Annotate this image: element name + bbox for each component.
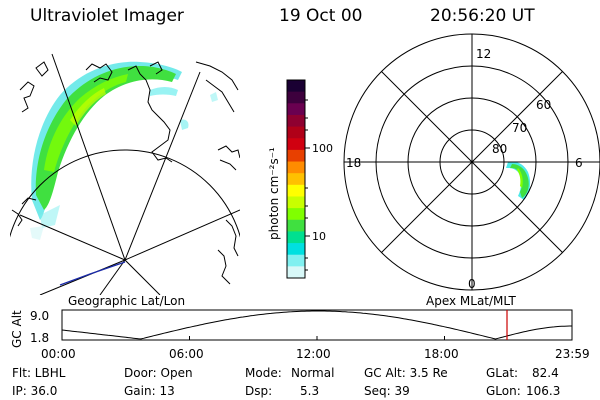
colorbar-band: [287, 219, 305, 232]
colorbar-band: [287, 231, 305, 244]
mlat-label-60: 60: [536, 98, 551, 112]
colorbar-band: [287, 196, 305, 209]
polar-diagonal-2: [381, 71, 563, 253]
colorbar-tick-100: 100: [312, 142, 333, 155]
mode-label: Mode:: [245, 366, 282, 380]
colorbar-band: [287, 161, 305, 174]
dsp-label: Dsp:: [245, 384, 273, 398]
glat-label: GLat:: [486, 366, 519, 380]
mlt-label-18: 18: [346, 156, 361, 170]
altitude-timeline: [61, 309, 573, 341]
colorbar-label: photon cm⁻²s⁻¹: [267, 147, 281, 240]
colorbar-ticks: [305, 99, 310, 271]
timeline-ymax: 9.0: [30, 309, 49, 323]
aurora-image-geographic: [30, 61, 218, 240]
timeline-xtick-4: 23:59: [555, 347, 590, 361]
colorbar-tick-10: 10: [312, 230, 326, 243]
colorbar-frame: [286, 79, 306, 279]
glon-label: GLon:: [486, 384, 521, 398]
mlt-label-0: 0: [468, 277, 476, 291]
colorbar-band: [287, 103, 305, 116]
colorbar-band: [287, 91, 305, 104]
timeline-frame: [61, 309, 573, 341]
mlat-label-80: 80: [492, 142, 507, 156]
colorbar-band: [287, 80, 305, 93]
colorbar-band: [287, 173, 305, 186]
timeline-xtick-3: 18:00: [424, 347, 459, 361]
terminator-line: [59, 261, 126, 286]
timeline-xtick-2: 12:00: [296, 347, 331, 361]
timeline-xtick-1: 06:00: [169, 347, 204, 361]
instrument-title: Ultraviolet Imager: [30, 6, 184, 26]
colorbar-band: [287, 138, 305, 151]
observation-time: 20:56:20 UT: [430, 6, 535, 26]
gc-altitude-info: GC Alt: 3.5 Re: [364, 366, 448, 380]
mode-value: Normal: [291, 366, 335, 380]
sequence-info: Seq: 39: [364, 384, 410, 398]
door-info: Door: Open: [124, 366, 193, 380]
colorbar-band: [287, 126, 305, 139]
timeline-ymin: 1.8: [30, 331, 49, 345]
polar-map: [343, 33, 600, 291]
mlt-label-12: 12: [476, 47, 491, 61]
ip-info: IP: 36.0: [12, 384, 58, 398]
colorbar-band: [287, 208, 305, 221]
mlat-label-70: 70: [512, 121, 527, 135]
timeline-ticks: [61, 336, 573, 340]
geographic-map: [10, 53, 240, 295]
colorbar: [287, 80, 305, 279]
aurora-image-polar: [506, 161, 531, 200]
geographic-map-label: Geographic Lat/Lon: [68, 294, 185, 308]
altitude-curve: [61, 310, 572, 340]
filter-info: Flt: LBHL: [12, 366, 66, 380]
colorbar-band: [287, 184, 305, 197]
meridian-lines: [19, 53, 240, 295]
colorbar-band: [287, 114, 305, 128]
coastlines: [11, 61, 240, 285]
mlt-label-6: 6: [575, 156, 583, 170]
colorbar-band: [287, 243, 305, 256]
timeline-xtick-0: 00:00: [41, 347, 76, 361]
glon-value: 106.3: [526, 384, 561, 398]
gain-info: Gain: 13: [124, 384, 175, 398]
colorbar-band: [287, 149, 305, 163]
timeline-ylabel: GC Alt: [10, 310, 24, 348]
dsp-value: 5.3: [300, 384, 320, 398]
polar-map-label: Apex MLat/MLT: [426, 294, 516, 308]
glat-value: 82.4: [532, 366, 559, 380]
earth-limb: [10, 149, 240, 238]
colorbar-band: [287, 254, 305, 267]
colorbar-band: [287, 266, 305, 279]
observation-date: 19 Oct 00: [279, 6, 363, 26]
